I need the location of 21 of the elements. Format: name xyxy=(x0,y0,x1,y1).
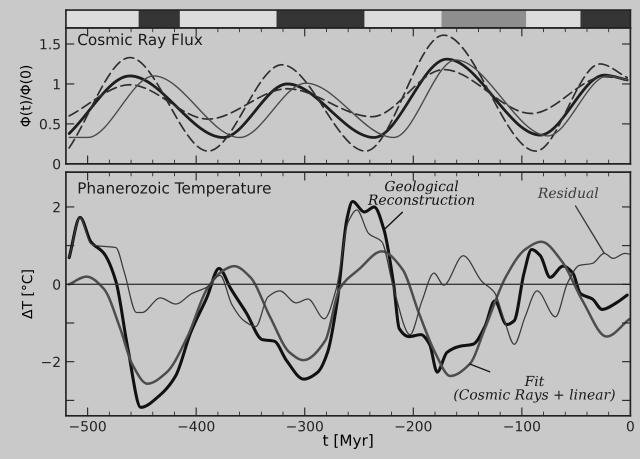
x-tick-label: −200 xyxy=(396,420,432,432)
y-tick-label: 0.5 xyxy=(40,118,60,130)
x-tick-label: 0 xyxy=(626,420,634,432)
x-tick-label: −300 xyxy=(287,420,323,432)
x-tick-label: −500 xyxy=(70,420,106,432)
y-tick-label: −2 xyxy=(42,356,60,367)
series-label: Geological Reconstruction xyxy=(368,180,474,205)
y-tick-label: 1.5 xyxy=(40,39,60,50)
chart-title: Cosmic Ray Flux xyxy=(78,33,202,48)
y-tick-label: 0 xyxy=(53,279,60,290)
y-tick-label: 1 xyxy=(54,79,60,90)
y-tick-label: 0 xyxy=(53,158,60,170)
y-tick-label: 2 xyxy=(53,202,60,212)
annotation: Fit (Cosmic Rays + linear) xyxy=(454,376,615,403)
text: Residual xyxy=(538,187,598,198)
x-tick-label: −400 xyxy=(178,420,214,432)
x-tick-label: −100 xyxy=(504,420,540,432)
text: Phanerozoic Temperature xyxy=(78,182,271,197)
x-axis-title: t [Myr] xyxy=(322,434,372,449)
y-axis-title: ΔT [°C] xyxy=(22,270,34,319)
y-axis-title: Φ(t)/Φ(0) xyxy=(20,66,32,126)
